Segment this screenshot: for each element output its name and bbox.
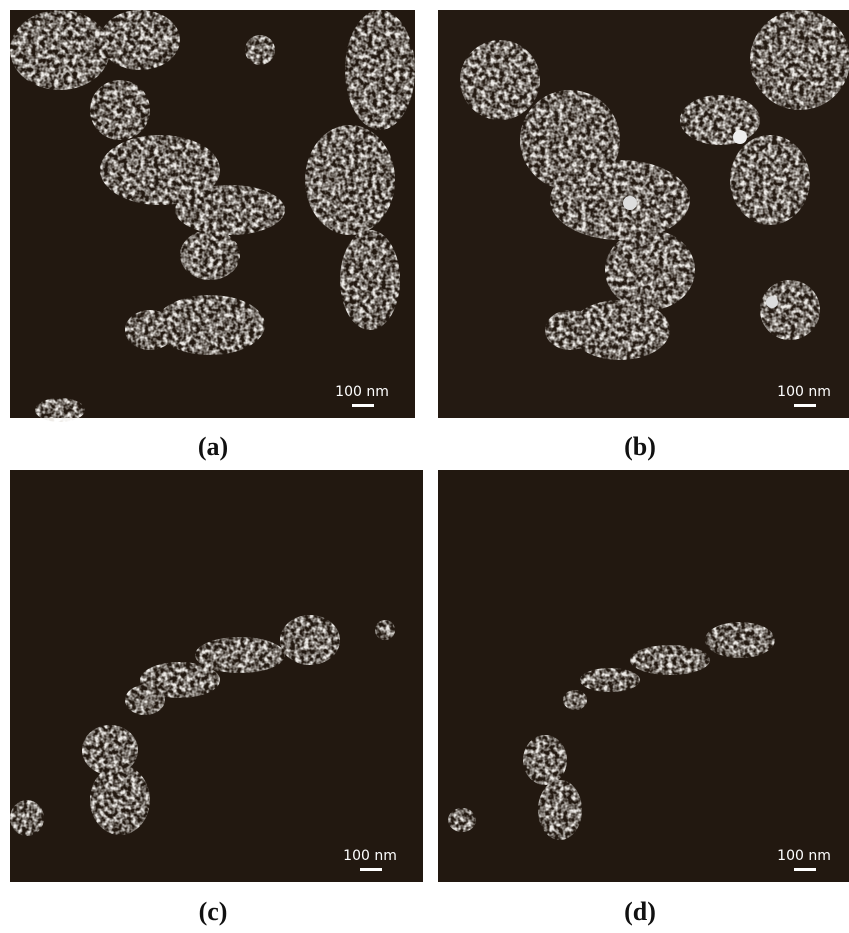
figure: 100 nm (a) 100 nm (b) 100 nm (c) [0, 0, 849, 928]
micrograph [438, 470, 849, 882]
page: 100 nm (a) 100 nm (b) 100 nm (c) [0, 0, 849, 928]
panel-c: 100 nm [10, 470, 423, 882]
particle [733, 130, 747, 144]
scale-bar-label: 100 nm [777, 848, 831, 864]
scale-bar [360, 868, 382, 871]
panel-label: (a) [198, 432, 228, 461]
scale-bar-label: 100 nm [343, 848, 397, 864]
panel-label: (c) [199, 897, 228, 926]
scale-bar [794, 868, 816, 871]
panel-label: (d) [624, 897, 656, 926]
panel-b: 100 nm [438, 10, 849, 418]
panel-a: 100 nm [10, 10, 415, 422]
panel-label: (b) [624, 432, 656, 461]
particle [623, 196, 637, 210]
panel-d: 100 nm [438, 470, 849, 882]
scale-bar [352, 404, 374, 407]
scale-bar-label: 100 nm [777, 384, 831, 400]
particle [766, 296, 778, 308]
scale-bar [794, 404, 816, 407]
scale-bar-label: 100 nm [335, 384, 389, 400]
